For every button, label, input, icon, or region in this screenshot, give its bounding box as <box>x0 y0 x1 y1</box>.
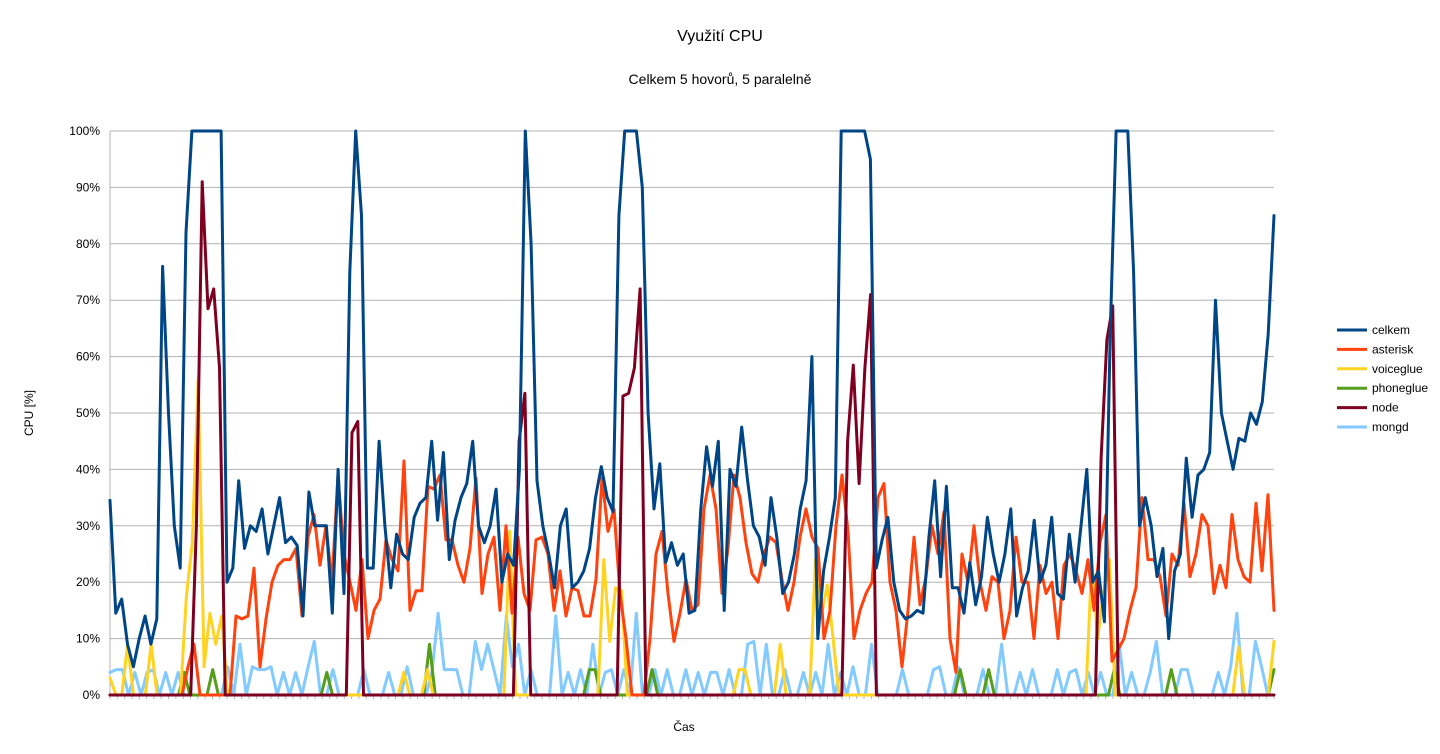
y-tick-label: 80% <box>76 237 100 251</box>
y-tick-label: 60% <box>76 350 100 364</box>
y-axis-label: CPU [%] <box>22 390 36 436</box>
y-axis-ticks: 0% 10% 20% 30% 40% 50% 60% 70% 80% 90% 100% <box>69 124 100 702</box>
y-tick-label: 40% <box>76 462 100 476</box>
y-tick-label: 0% <box>83 688 101 702</box>
legend-label-mongd: mongd <box>1372 420 1409 434</box>
legend-label-asterisk: asterisk <box>1372 342 1414 356</box>
series-line-node <box>108 180 1276 697</box>
series-lines <box>108 129 1276 697</box>
chart-title: Využití CPU <box>677 28 763 45</box>
legend-label-celkem: celkem <box>1372 323 1410 337</box>
y-tick-label: 30% <box>76 519 100 533</box>
y-tick-label: 100% <box>69 124 100 138</box>
series-line-phoneglue <box>108 642 1276 697</box>
series-line-celkem <box>108 129 1276 669</box>
y-tick-label: 20% <box>76 575 100 589</box>
y-tick-label: 70% <box>76 293 100 307</box>
legend: celkem asterisk voiceglue phoneglue node mong… <box>1337 323 1428 434</box>
y-tick-label: 10% <box>76 632 100 646</box>
legend-label-voiceglue: voiceglue <box>1372 362 1423 376</box>
y-tick-label: 90% <box>76 180 100 194</box>
y-tick-label: 50% <box>76 406 100 420</box>
legend-label-node: node <box>1372 401 1399 415</box>
x-axis-label: Čas <box>673 719 694 734</box>
chart-subtitle: Celkem 5 hovorů, 5 paralelně <box>629 71 812 87</box>
legend-label-phoneglue: phoneglue <box>1372 381 1428 395</box>
